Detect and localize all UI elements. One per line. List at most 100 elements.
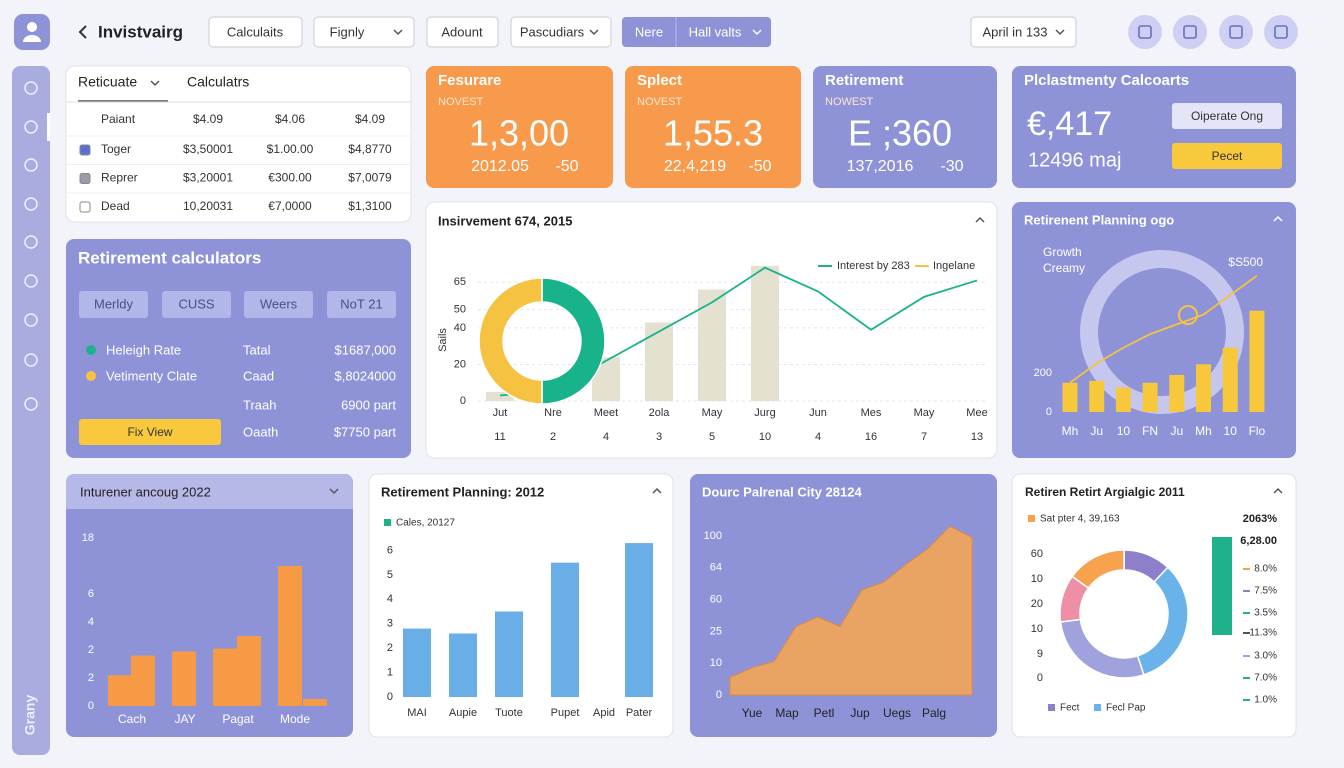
row-label: Caad	[243, 368, 274, 383]
chevron	[150, 80, 160, 87]
x-tick-label: Map	[775, 706, 799, 720]
chart-panel	[368, 473, 674, 738]
bar	[1196, 364, 1211, 412]
checkbox[interactable]	[79, 144, 91, 156]
legend-label: Vetimenty Clate	[106, 368, 197, 383]
legend-swatch	[1048, 704, 1055, 711]
table-cell: 10,20031	[183, 199, 233, 213]
toolbar-button[interactable]	[208, 16, 303, 48]
y-tick-label: 65	[454, 276, 466, 288]
nav-icon[interactable]	[24, 274, 38, 288]
nav-icon[interactable]	[24, 197, 38, 211]
date-picker[interactable]	[970, 16, 1077, 48]
legend-label: Fecl Pap	[1106, 703, 1146, 714]
y-tick-label: 25	[710, 625, 722, 637]
bar	[1062, 382, 1078, 412]
area	[729, 525, 973, 696]
column-header: $4.09	[193, 112, 223, 126]
percent-label: 11.3%	[1249, 628, 1277, 639]
toggle-option: Hall valts	[689, 24, 742, 39]
tab-button[interactable]	[244, 291, 313, 318]
table-cell: $3,50001	[183, 142, 233, 156]
x-tick-label: Mh	[1195, 424, 1212, 438]
x-tick-label: Pagat	[222, 712, 254, 726]
legend-label: Interest by 283	[837, 260, 910, 272]
card-subvalue: 12496 maj	[1028, 149, 1121, 171]
toolbar-button[interactable]	[426, 16, 499, 48]
nav-icon[interactable]	[24, 313, 38, 327]
x-tick-label: May	[914, 407, 935, 419]
scale-label: 20	[1031, 598, 1043, 610]
nav-icon[interactable]	[24, 397, 38, 411]
x-tick-label: Pupet	[551, 707, 580, 719]
nav-icon[interactable]	[24, 353, 38, 367]
table-cell: $1,3100	[348, 199, 392, 213]
kpi-subtitle: NOVEST	[438, 96, 484, 108]
y-tick-label: 20	[454, 358, 466, 370]
icon-button[interactable]	[1264, 15, 1298, 49]
back-arrow[interactable]	[78, 25, 87, 39]
tab-button[interactable]	[327, 291, 396, 318]
panel-header	[66, 474, 353, 509]
toolbar-button[interactable]	[313, 16, 415, 48]
bar	[645, 322, 673, 401]
nav-icon[interactable]	[24, 120, 38, 134]
donut-segment	[478, 277, 543, 405]
percent-label: 7.0%	[1254, 673, 1277, 684]
card-value: €,417	[1027, 105, 1112, 143]
x-tick-label: Mh	[1062, 424, 1079, 438]
x-tick-label: 10	[1117, 424, 1131, 438]
nav-icon[interactable]	[24, 81, 38, 95]
x-tick-label: Mode	[280, 712, 310, 726]
button-label: CUSS	[178, 296, 214, 311]
button-label: Oiperate Ong	[1191, 109, 1263, 123]
y-tick-label: 0	[716, 689, 722, 701]
x-tick-label: Yue	[742, 706, 763, 720]
x-sublabel: 2	[550, 431, 556, 443]
toggle[interactable]	[622, 17, 771, 47]
bar	[751, 265, 779, 401]
x-tick-label: Apid	[593, 707, 615, 719]
checkbox[interactable]	[79, 201, 91, 213]
tab[interactable]: Calculatrs	[187, 74, 249, 90]
date-label: April in 133	[982, 24, 1047, 39]
button-label: NoT 21	[340, 296, 382, 311]
icon-button[interactable]	[1173, 15, 1207, 49]
nav-icon[interactable]	[24, 158, 38, 172]
button-label: Pecet	[1212, 149, 1243, 163]
toolbar-button[interactable]	[510, 16, 612, 48]
button[interactable]	[79, 419, 221, 445]
percent-label: 7.5%	[1254, 586, 1277, 597]
x-tick-label: Palg	[922, 706, 946, 720]
button[interactable]	[1172, 143, 1282, 169]
bar	[172, 651, 196, 706]
y-tick-label: 0	[88, 700, 94, 712]
icon-button[interactable]	[1128, 15, 1162, 49]
legend-label: Fect	[1060, 703, 1080, 714]
icon-button[interactable]	[1219, 15, 1253, 49]
icon-glyph	[1274, 25, 1288, 39]
chevron	[975, 216, 985, 223]
checkbox[interactable]	[79, 173, 91, 184]
percent-label: 3.0%	[1254, 651, 1277, 662]
x-tick-label: Jun	[809, 407, 827, 419]
y-tick-label: 64	[710, 562, 722, 574]
nav-icon[interactable]	[24, 235, 38, 249]
button[interactable]	[1172, 103, 1282, 129]
x-sublabel: 10	[759, 431, 771, 443]
table-cell: Toger	[101, 142, 131, 156]
button-label: Fignly	[330, 24, 365, 39]
gauge-ring	[1080, 250, 1244, 414]
tab-button[interactable]	[162, 291, 231, 318]
chevron	[752, 29, 762, 36]
x-tick-label: 2ola	[649, 407, 671, 419]
tab-button[interactable]	[79, 291, 148, 318]
y-tick-label: 100	[704, 530, 722, 542]
tab[interactable]: Reticuate	[78, 74, 137, 90]
toggle-option: Nere	[635, 24, 663, 39]
legend-label: Ingelane	[933, 260, 975, 272]
kpi-delta: -50	[555, 158, 578, 175]
legend-label: Sat pter 4, 39,163	[1040, 514, 1120, 525]
donut-segment	[541, 277, 606, 405]
row-value: $,8024000	[335, 368, 396, 383]
